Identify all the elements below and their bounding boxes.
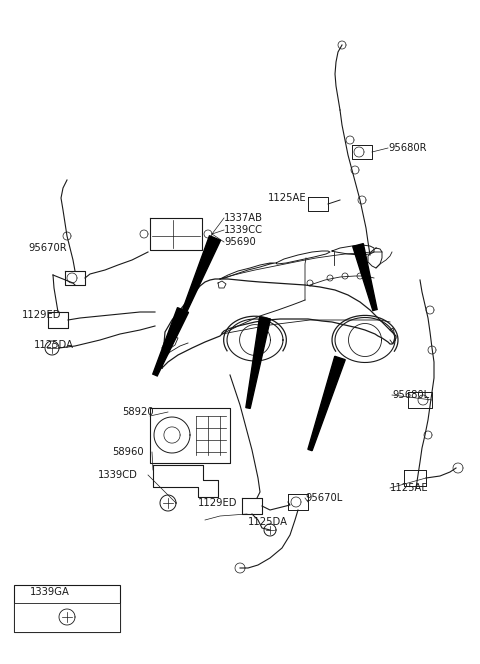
- Text: 95670L: 95670L: [305, 493, 342, 503]
- Polygon shape: [246, 317, 270, 408]
- Text: 1339CC: 1339CC: [224, 225, 263, 235]
- Text: 1129ED: 1129ED: [22, 310, 61, 320]
- Text: 58960: 58960: [112, 447, 144, 457]
- Bar: [14, 585, 120, 632]
- Text: 95670R: 95670R: [28, 243, 67, 253]
- Text: 1339CD: 1339CD: [98, 470, 138, 480]
- Bar: [14, 603, 120, 632]
- Text: 95690: 95690: [224, 237, 256, 247]
- Polygon shape: [308, 357, 345, 451]
- Polygon shape: [353, 244, 377, 311]
- Polygon shape: [153, 307, 189, 376]
- Text: 1339GA: 1339GA: [30, 587, 70, 597]
- Text: 1125AE: 1125AE: [390, 483, 429, 493]
- Text: 58920: 58920: [122, 407, 154, 417]
- Text: 1129ED: 1129ED: [198, 498, 238, 508]
- Polygon shape: [183, 236, 220, 311]
- Text: 95680R: 95680R: [388, 143, 427, 153]
- Text: 1125DA: 1125DA: [248, 517, 288, 527]
- Text: 1125AE: 1125AE: [268, 193, 307, 203]
- Text: 1337AB: 1337AB: [224, 213, 263, 223]
- Text: 1125DA: 1125DA: [34, 340, 74, 350]
- Text: 95680L: 95680L: [392, 390, 429, 400]
